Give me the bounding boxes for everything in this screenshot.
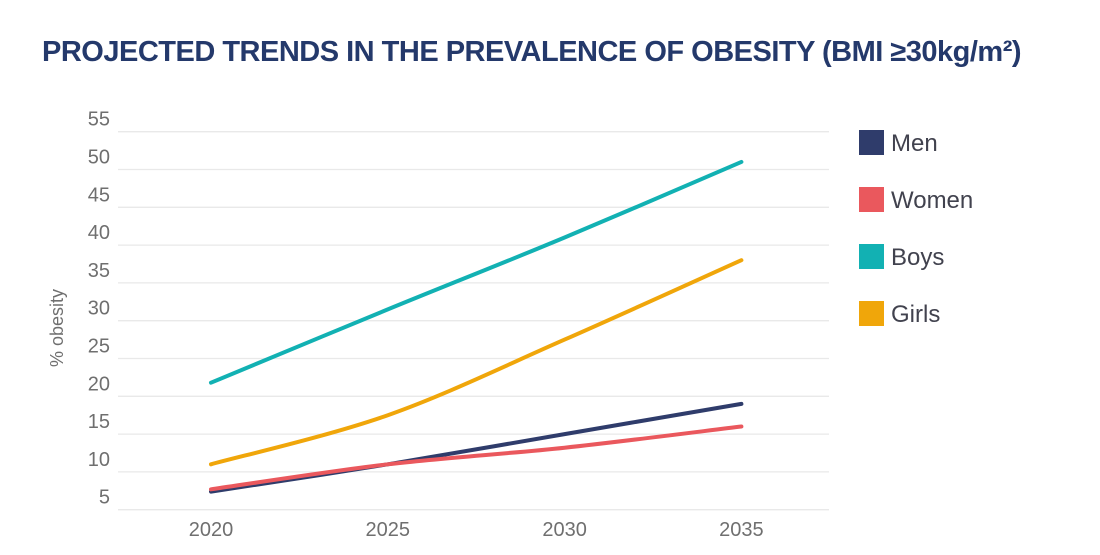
y-tick-label: 40 xyxy=(88,222,110,244)
y-tick-label: 45 xyxy=(88,184,110,206)
y-tick-label: 20 xyxy=(88,373,110,395)
x-tick-label: 2020 xyxy=(189,519,234,541)
legend-label-girls: Girls xyxy=(891,301,940,328)
y-tick-label: 50 xyxy=(88,147,110,169)
x-tick-label: 2035 xyxy=(719,519,764,541)
legend-label-women: Women xyxy=(891,187,973,214)
legend-swatch-women xyxy=(859,187,884,212)
y-tick-label: 5 xyxy=(99,487,110,509)
legend-swatch-boys xyxy=(859,244,884,269)
boys-line xyxy=(209,159,744,385)
legend-swatch-girls xyxy=(859,301,884,326)
x-tick-label: 2030 xyxy=(542,519,587,541)
legend-swatch-men xyxy=(859,130,884,155)
girls-line xyxy=(209,258,744,467)
y-tick-label: 25 xyxy=(88,336,110,358)
y-axis-title: % obesity xyxy=(47,289,67,367)
women-line xyxy=(209,424,744,492)
y-tick-label: 15 xyxy=(88,411,110,433)
y-tick-label: 35 xyxy=(88,260,110,282)
legend-label-boys: Boys xyxy=(891,244,944,271)
y-tick-label: 10 xyxy=(88,449,110,471)
y-tick-label: 55 xyxy=(88,109,110,131)
chart-title: PROJECTED TRENDS IN THE PREVALENCE OF OB… xyxy=(42,36,1022,68)
legend-label-men: Men xyxy=(891,130,938,157)
x-tick-label: 2025 xyxy=(366,519,411,541)
y-tick-label: 30 xyxy=(88,298,110,320)
